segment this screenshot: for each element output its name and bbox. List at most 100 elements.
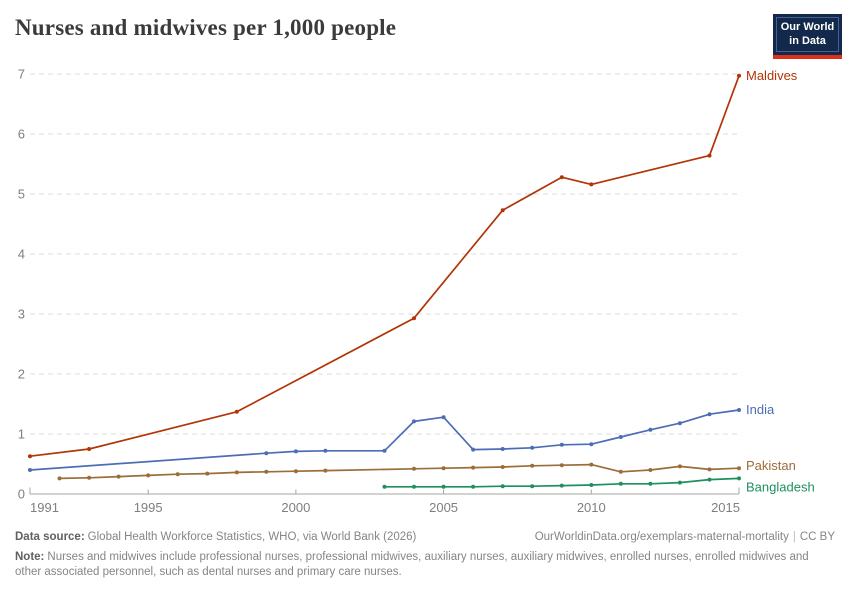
series-marker-pakistan-1994 [116, 474, 121, 479]
note-line: Note: Nurses and midwives include profess… [15, 550, 835, 580]
series-label-maldives[interactable]: Maldives [746, 68, 798, 83]
series-marker-maldives-1998 [234, 409, 239, 414]
series-marker-bangladesh-2008 [530, 484, 535, 489]
series-marker-pakistan-2009 [559, 463, 564, 468]
chart-title: Nurses and midwives per 1,000 people [15, 15, 397, 40]
series-marker-maldives-2015 [737, 73, 741, 78]
chart-canvas: 0 1 2 3 4 5 6 7 1991 1995 2000 2005 2010 2015 Maldives… [18, 67, 815, 516]
series-marker-pakistan-1999 [264, 469, 269, 474]
series-label-pakistan[interactable]: Pakistan [746, 458, 796, 473]
y-tick-label-7: 7 [18, 67, 25, 82]
series-marker-maldives-2007 [500, 208, 505, 213]
series-marker-india-2006 [471, 447, 476, 452]
series-marker-pakistan-2010 [589, 462, 594, 467]
series-marker-pakistan-1995 [146, 473, 151, 478]
series-marker-maldives-2010 [589, 182, 594, 187]
series-marker-india-2015 [737, 408, 741, 412]
series-marker-bangladesh-2011 [618, 481, 623, 486]
series-line-pakistan[interactable] [58, 463, 740, 480]
series-marker-india-2001 [323, 448, 328, 453]
series-marker-bangladesh-2012 [648, 481, 653, 486]
series-label-india[interactable]: India [746, 402, 775, 417]
source-row: Data source: Global Health Workforce Stat… [15, 531, 835, 543]
license-link[interactable]: CC BY [799, 531, 835, 543]
series-line-india[interactable] [29, 409, 740, 471]
series-marker-pakistan-2015 [737, 466, 741, 471]
series-marker-india-2000 [293, 449, 298, 454]
x-tick-label-2005: 2005 [429, 500, 458, 515]
series-marker-bangladesh-2004 [412, 484, 416, 489]
chart-footer: Data source: Global Health Workforce Stat… [15, 531, 835, 580]
series-marker-pakistan-2013 [677, 464, 682, 469]
series-marker-india-2005 [441, 415, 446, 420]
series-marker-india-2009 [559, 442, 564, 447]
owid-logo-line1: Our World [780, 21, 835, 33]
series-marker-pakistan-2005 [441, 466, 446, 471]
series-marker-bangladesh-2013 [677, 480, 682, 485]
series-marker-maldives-2014 [707, 153, 712, 158]
series-marker-india-2014 [707, 412, 712, 417]
series-marker-india-2007 [500, 447, 505, 451]
owid-logo[interactable]: Our World in Data [773, 14, 842, 59]
series-line-maldives[interactable] [29, 74, 740, 458]
series-marker-pakistan-1992 [57, 476, 62, 481]
series-marker-pakistan-2011 [618, 469, 623, 474]
y-tick-label-1: 1 [18, 427, 25, 442]
series-marker-india-2008 [530, 445, 535, 450]
y-tick-label-5: 5 [18, 187, 25, 202]
attribution: OurWorldinData.org/exemplars-maternal-mo… [535, 531, 835, 543]
series-marker-bangladesh-2014 [707, 477, 712, 482]
y-tick-label-2: 2 [18, 367, 25, 382]
series-marker-maldives-2009 [559, 175, 564, 180]
series-marker-pakistan-2014 [707, 467, 712, 472]
series-marker-bangladesh-2006 [471, 484, 476, 489]
series-marker-maldives-1991 [28, 454, 32, 459]
owid-logo-box: Our World in Data [773, 14, 842, 55]
owid-logo-text: Our World in Data [776, 17, 839, 52]
x-tick-label-2010: 2010 [577, 500, 606, 515]
note-text: Nurses and midwives include professional… [15, 551, 809, 579]
y-tick-label-0: 0 [18, 487, 25, 502]
series-marker-pakistan-2000 [293, 469, 298, 474]
series-marker-bangladesh-2009 [559, 483, 564, 488]
series-marker-pakistan-1996 [175, 472, 180, 477]
data-source-line: Data source: Global Health Workforce Stat… [15, 531, 416, 543]
series-marker-india-1991 [28, 468, 32, 472]
series-marker-india-1999 [264, 451, 269, 456]
series-marker-pakistan-2001 [323, 468, 328, 473]
series-marker-india-2013 [677, 421, 682, 426]
series-marker-pakistan-2012 [648, 468, 653, 472]
series-marker-bangladesh-2003 [382, 484, 387, 489]
series-marker-bangladesh-2015 [737, 476, 741, 481]
series-marker-bangladesh-2007 [500, 484, 505, 489]
series-marker-pakistan-1998 [234, 470, 239, 475]
y-tick-label-3: 3 [18, 307, 25, 322]
series-marker-maldives-1993 [87, 447, 92, 451]
x-tick-label-1995: 1995 [134, 500, 163, 515]
series-marker-india-2010 [589, 442, 594, 447]
series-marker-india-2003 [382, 448, 387, 453]
series-marker-pakistan-2007 [500, 465, 505, 469]
data-source-text: Global Health Workforce Statistics, WHO,… [87, 531, 417, 543]
y-tick-label-6: 6 [18, 127, 25, 142]
series-marker-bangladesh-2005 [441, 484, 446, 489]
series-marker-india-2004 [412, 419, 416, 424]
series-marker-maldives-2004 [412, 316, 416, 321]
owid-logo-red-bar [773, 54, 842, 59]
series-marker-bangladesh-2010 [589, 483, 594, 487]
series-marker-pakistan-1997 [205, 471, 210, 476]
series-marker-india-2011 [618, 435, 623, 439]
origin-url-link[interactable]: OurWorldinData.org/exemplars-maternal-mo… [534, 531, 789, 543]
y-tick-label-4: 4 [18, 247, 25, 262]
series-label-bangladesh[interactable]: Bangladesh [746, 479, 815, 494]
series-marker-pakistan-2004 [412, 466, 416, 471]
owid-logo-line2: in Data [789, 34, 826, 47]
series-marker-pakistan-2008 [530, 463, 535, 468]
x-tick-label-2015: 2015 [711, 500, 740, 515]
series-marker-pakistan-2006 [471, 465, 476, 470]
separator: | [792, 531, 796, 543]
x-tick-label-1991: 1991 [30, 500, 59, 515]
note-label: Note: [15, 551, 45, 563]
data-source-label: Data source: [15, 531, 85, 543]
